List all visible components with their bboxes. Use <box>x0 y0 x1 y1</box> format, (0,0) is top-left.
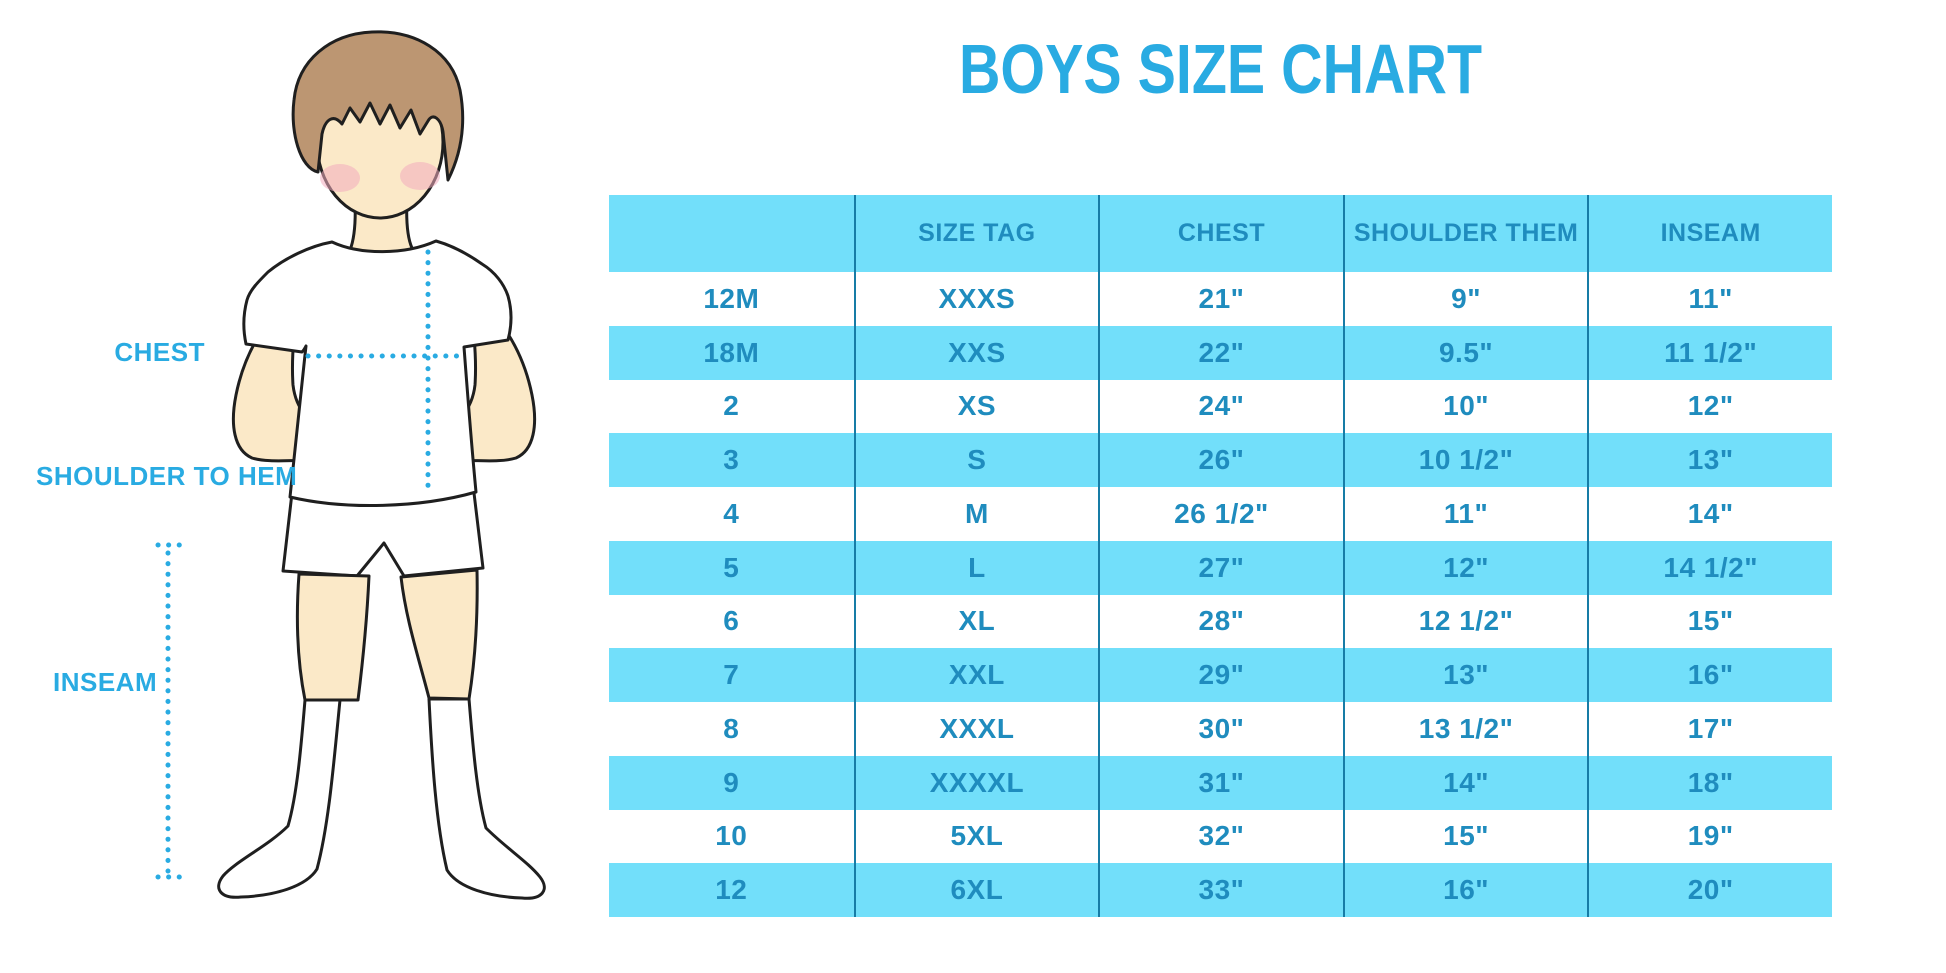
table-cell: 13" <box>1587 433 1832 487</box>
table-row: 12M XXXS 21" 9" 11" <box>609 272 1832 326</box>
table-cell: 15" <box>1587 594 1832 649</box>
table-cell: 27" <box>1098 540 1343 595</box>
row-label: 12 <box>715 874 748 906</box>
table-cell: 12" <box>1587 379 1832 434</box>
table-cell: 22" <box>1098 325 1343 380</box>
table-header-row: SIZE TAG CHEST SHOULDER THEM INSEAM <box>609 195 1832 272</box>
row-label: 8 <box>723 712 740 744</box>
table-cell: XXXL <box>853 702 1099 756</box>
table-cell: 14" <box>1342 755 1588 810</box>
row-label: 4 <box>723 497 740 529</box>
table-row: 18M XXS 22" 9.5" 11 1/2" <box>609 325 1832 380</box>
table-cell: 17" <box>1587 702 1832 756</box>
table-cell: 16" <box>1587 648 1832 702</box>
table-cell: 11 1/2" <box>1587 325 1832 380</box>
table-cell: 32" <box>1098 809 1343 864</box>
table-cell: 29" <box>1098 648 1343 702</box>
table-cell: 31" <box>1098 755 1343 810</box>
page-title: BOYS SIZE CHART <box>958 30 1483 108</box>
row-label: 12M <box>703 282 760 314</box>
table-row: 4 M 26 1/2" 11" 14" <box>609 487 1832 541</box>
table-cell: XS <box>853 379 1099 434</box>
table-cell: 5XL <box>853 809 1099 864</box>
row-label: 6 <box>723 605 740 637</box>
table-cell: XXS <box>853 325 1099 380</box>
table-cell: 12 1/2" <box>1342 594 1588 649</box>
table-cell: 26" <box>1098 433 1343 487</box>
boy-left-cheek <box>320 164 360 192</box>
row-label: 7 <box>723 659 740 691</box>
column-header <box>609 195 854 272</box>
table-cell: XL <box>853 594 1099 649</box>
row-label: 9 <box>723 766 740 798</box>
table-cell: 11" <box>1587 272 1832 326</box>
table-row: 6 XL 28" 12 1/2" 15" <box>609 594 1832 649</box>
row-label: 3 <box>723 444 740 476</box>
table-cell: 6XL <box>853 863 1099 917</box>
row-label: 5 <box>723 551 740 583</box>
table-row: 3 S 26" 10 1/2" 13" <box>609 433 1832 487</box>
table-cell: 13 1/2" <box>1342 702 1588 756</box>
table-cell: XXL <box>853 648 1099 702</box>
boy-right-cheek <box>400 162 440 190</box>
table-row: 10 5XL 32" 15" 19" <box>609 809 1832 864</box>
table-cell: 30" <box>1098 702 1343 756</box>
column-header: INSEAM <box>1587 195 1832 272</box>
table-row: 2 XS 24" 10" 12" <box>609 379 1832 434</box>
boy-left-sock <box>217 698 342 899</box>
inseam-measure-line <box>155 542 190 880</box>
table-row: 9 XXXXL 31" 14" 18" <box>609 755 1832 810</box>
table-row: 8 XXXL 30" 13 1/2" 17" <box>609 702 1832 756</box>
row-label: 18M <box>703 336 760 368</box>
row-label: 10 <box>715 820 748 852</box>
chest-label: CHEST <box>114 337 205 367</box>
table-cell: 11" <box>1342 487 1588 541</box>
boy-illustration <box>155 30 546 900</box>
table-cell: 14 1/2" <box>1587 540 1832 595</box>
table-cell: XXXXL <box>853 755 1099 810</box>
table-row: 12 6XL 33" 16" 20" <box>609 863 1832 917</box>
table-cell: XXXS <box>853 272 1099 326</box>
table-cell: S <box>853 433 1099 487</box>
table-cell: 16" <box>1342 863 1588 917</box>
table-row: 7 XXL 29" 13" 16" <box>609 648 1832 702</box>
size-table: SIZE TAG CHEST SHOULDER THEM INSEAM 12M XXXS 2… <box>609 195 1832 917</box>
table-cell: M <box>853 487 1099 541</box>
boy-shorts <box>281 491 485 578</box>
table-cell: 19" <box>1587 809 1832 864</box>
table-cell: 9" <box>1342 272 1588 326</box>
table-cell: 10 1/2" <box>1342 433 1588 487</box>
table-cell: 18" <box>1587 755 1832 810</box>
table-cell: 14" <box>1587 487 1832 541</box>
boy-right-leg <box>399 568 479 701</box>
shoulder-to-hem-label: SHOULDER TO HEM <box>36 461 298 491</box>
column-header: SHOULDER THEM <box>1342 195 1588 272</box>
table-cell: 24" <box>1098 379 1343 434</box>
table-cell: 13" <box>1342 648 1588 702</box>
boy-shirt <box>242 239 513 508</box>
boy-hair <box>291 30 465 182</box>
row-label: 2 <box>723 390 740 422</box>
table-cell: 26 1/2" <box>1098 487 1343 541</box>
table-cell: 15" <box>1342 809 1588 864</box>
table-cell: L <box>853 540 1099 595</box>
table-row: 5 L 27" 12" 14 1/2" <box>609 540 1832 595</box>
table-cell: 33" <box>1098 863 1343 917</box>
table-cell: 21" <box>1098 272 1343 326</box>
inseam-label: INSEAM <box>53 667 158 697</box>
table-cell: 28" <box>1098 594 1343 649</box>
table-cell: 10" <box>1342 379 1588 434</box>
table-cell: 20" <box>1587 863 1832 917</box>
column-header: SIZE TAG <box>853 195 1099 272</box>
column-header: CHEST <box>1098 195 1343 272</box>
table-cell: 9.5" <box>1342 325 1588 380</box>
boy-left-leg <box>295 572 371 702</box>
boy-right-sock <box>427 697 546 900</box>
table-cell: 12" <box>1342 540 1588 595</box>
